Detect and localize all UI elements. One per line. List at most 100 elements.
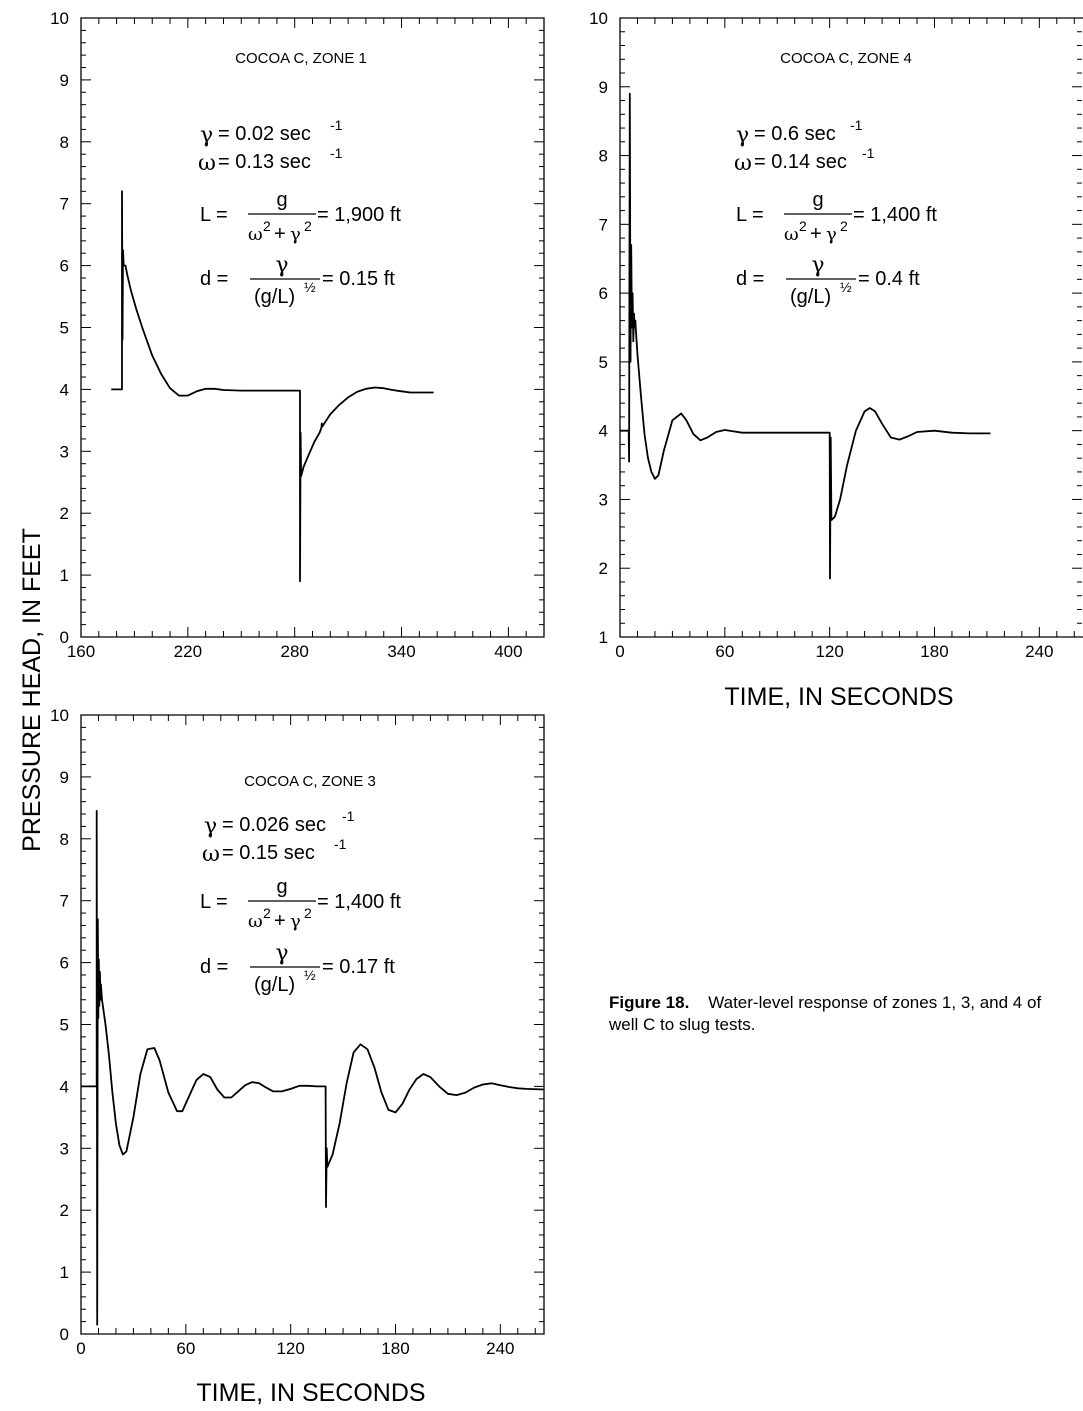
L-denominator-exp1: 2 (263, 218, 271, 234)
L-denominator-gamma: γ (290, 911, 301, 932)
x-tick-label: 0 (76, 1339, 85, 1358)
x-tick-label: 240 (486, 1339, 514, 1358)
zone-3-title: COCOA C, ZONE 3 (244, 773, 376, 790)
y-tick-label: 10 (50, 706, 69, 725)
chart-zone-3: 0 60 120 180 240 0 1 2 3 4 5 6 7 8 9 10 COCOA C, ZONE 3… (50, 706, 545, 1358)
L-denominator-omega: ω (784, 224, 799, 245)
y-axis-label: PRESSURE HEAD, IN FEET (18, 528, 46, 852)
x-tick-label: 180 (920, 642, 948, 661)
y-tick-label: 9 (599, 78, 608, 97)
zone-4-d-result: = 0.4 ft (858, 268, 920, 290)
zone-3-omega-exponent: -1 (334, 836, 347, 852)
L-denominator-plus: + (274, 223, 286, 245)
zone-1-omega-value: = 0.13 sec (218, 151, 311, 173)
x-tick-label: 240 (1025, 642, 1053, 661)
zone-3-gamma-value: = 0.026 sec (222, 814, 326, 836)
zone-4-omega-value: = 0.14 sec (754, 151, 847, 173)
y-tick-label: 8 (60, 133, 69, 152)
y-tick-label: 5 (60, 319, 69, 338)
d-numerator: γ (275, 941, 288, 966)
y-tick-label: 8 (599, 147, 608, 166)
d-numerator: γ (275, 253, 288, 278)
y-tick-label: 7 (60, 892, 69, 911)
zone-4-L-result: = 1,400 ft (853, 204, 937, 226)
L-symbol: L = (736, 204, 764, 226)
zone-1-d-result: = 0.15 ft (322, 268, 395, 290)
y-tick-label: 4 (599, 422, 608, 441)
L-denominator-plus: + (274, 910, 286, 932)
zone-3-equations: γ = 0.026 sec -1 ω = 0.15 sec -1 L = g ω… (200, 808, 401, 996)
L-symbol: L = (200, 891, 228, 913)
d-symbol: d = (200, 956, 228, 978)
L-denominator-exp1: 2 (799, 218, 807, 234)
plot-frame (80, 17, 545, 638)
L-symbol: L = (200, 204, 228, 226)
series-line (81, 810, 545, 1326)
x-tick-label: 60 (176, 1339, 195, 1358)
figure-caption-label: Figure 18. (609, 993, 690, 1012)
omega-symbol: ω (734, 151, 752, 176)
x-tick-label: 280 (281, 642, 309, 661)
L-numerator: g (276, 189, 287, 211)
L-numerator: g (812, 189, 823, 211)
y-tick-label: 2 (60, 504, 69, 523)
x-tick-label: 120 (276, 1339, 304, 1358)
zone-3-d-result: = 0.17 ft (322, 956, 395, 978)
y-tick-label: 10 (50, 9, 69, 28)
zone-3-L-result: = 1,400 ft (317, 891, 401, 913)
zone-4-title: COCOA C, ZONE 4 (780, 50, 912, 67)
L-denominator-exp2: 2 (304, 218, 312, 234)
series-line (111, 190, 434, 583)
plot-frame (80, 714, 545, 1335)
y-tick-label: 2 (60, 1201, 69, 1220)
y-tick-label: 9 (60, 71, 69, 90)
y-tick-label: 6 (599, 284, 608, 303)
x-axis-label-right: TIME, IN SECONDS (724, 683, 953, 711)
zone-1-L-result: = 1,900 ft (317, 204, 401, 226)
y-tick-label: 2 (599, 559, 608, 578)
zone-4-equations: γ = 0.6 sec -1 ω = 0.14 sec -1 L = g ω 2… (734, 117, 937, 308)
y-tick-label: 1 (60, 566, 69, 585)
zone-1-omega-exponent: -1 (330, 145, 343, 161)
chart-zone-1: 160 220 280 340 400 0 1 2 3 4 5 6 7 8 9 10 COCOA C, ZON… (50, 9, 545, 661)
y-tick-label: 7 (60, 195, 69, 214)
d-denominator-exp: ½ (304, 967, 316, 983)
zone-1-marks: 160 220 280 340 400 0 1 2 3 4 5 6 7 8 9 10 (50, 9, 545, 661)
L-denominator-plus: + (810, 223, 822, 245)
y-tick-label: 1 (60, 1263, 69, 1282)
y-tick-label: 3 (60, 442, 69, 461)
x-tick-label: 180 (381, 1339, 409, 1358)
zone-4-marks: 0 60 120 180 240 1 2 3 4 5 6 7 8 9 10 (589, 9, 1083, 661)
y-tick-label: 6 (60, 954, 69, 973)
x-tick-label: 0 (615, 642, 624, 661)
L-denominator-gamma: γ (826, 224, 837, 245)
y-tick-label: 5 (60, 1016, 69, 1035)
L-denominator-gamma: γ (290, 224, 301, 245)
zone-1-equations: γ = 0.02 sec -1 ω = 0.13 sec -1 L = g ω … (198, 117, 401, 308)
series-line (620, 92, 991, 580)
zone-4-gamma-exponent: -1 (850, 117, 863, 133)
omega-symbol: ω (202, 842, 220, 867)
y-tick-label: 6 (60, 257, 69, 276)
d-symbol: d = (200, 268, 228, 290)
y-tick-label: 3 (60, 1139, 69, 1158)
zone-4-gamma-value: = 0.6 sec (754, 123, 836, 145)
x-tick-label: 220 (174, 642, 202, 661)
x-tick-label: 160 (67, 642, 95, 661)
y-tick-label: 7 (599, 215, 608, 234)
zone-3-omega-value: = 0.15 sec (222, 842, 315, 864)
L-denominator-exp2: 2 (840, 218, 848, 234)
d-denominator-exp: ½ (304, 279, 316, 295)
y-tick-label: 10 (589, 9, 608, 28)
figure-caption: Figure 18. Water-level response of zones… (609, 992, 1049, 1036)
y-tick-label: 1 (599, 628, 608, 647)
zone-1-title: COCOA C, ZONE 1 (235, 50, 367, 67)
y-tick-label: 8 (60, 830, 69, 849)
zone-3-gamma-exponent: -1 (342, 808, 355, 824)
x-tick-label: 340 (387, 642, 415, 661)
y-tick-label: 5 (599, 353, 608, 372)
y-tick-label: 0 (60, 628, 69, 647)
zone-1-gamma-value: = 0.02 sec (218, 123, 311, 145)
L-numerator: g (276, 876, 287, 898)
